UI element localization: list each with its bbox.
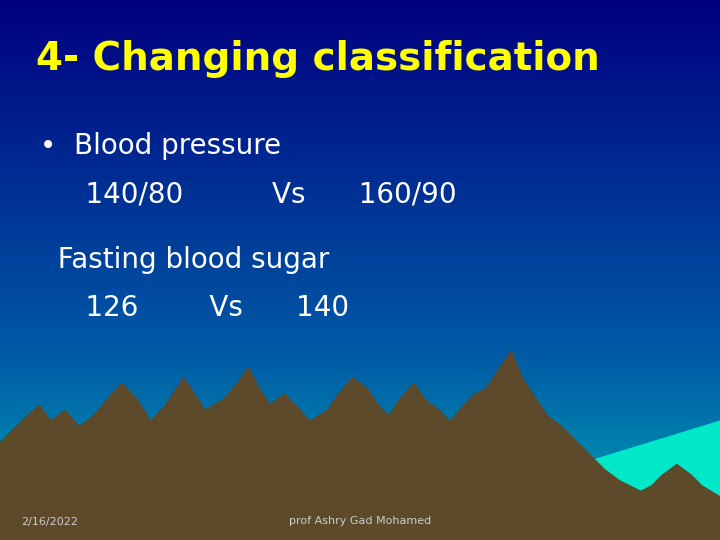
Text: 2/16/2022: 2/16/2022 xyxy=(22,516,78,526)
Text: •  Blood pressure: • Blood pressure xyxy=(40,132,281,160)
Text: Fasting blood sugar: Fasting blood sugar xyxy=(40,246,329,274)
Text: prof Ashry Gad Mohamed: prof Ashry Gad Mohamed xyxy=(289,516,431,526)
Text: 140/80          Vs      160/90: 140/80 Vs 160/90 xyxy=(50,181,457,209)
Polygon shape xyxy=(0,351,720,540)
Polygon shape xyxy=(562,421,720,505)
Text: 4- Changing classification: 4- Changing classification xyxy=(36,40,600,78)
Text: 126        Vs      140: 126 Vs 140 xyxy=(50,294,349,322)
